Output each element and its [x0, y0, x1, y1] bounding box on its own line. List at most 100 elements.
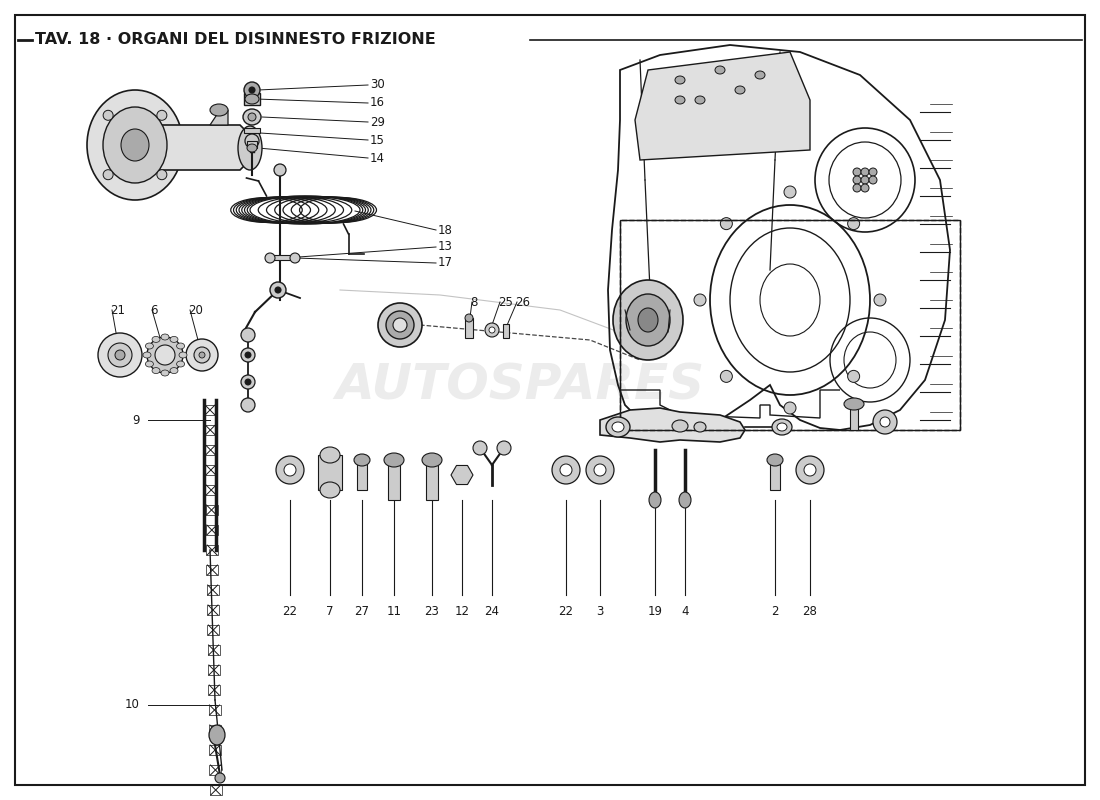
Text: 12: 12: [454, 605, 470, 618]
Ellipse shape: [672, 420, 688, 432]
Text: 30: 30: [370, 78, 385, 91]
Ellipse shape: [848, 218, 859, 230]
Bar: [207, 605, 219, 615]
Ellipse shape: [777, 423, 786, 431]
Ellipse shape: [679, 492, 691, 508]
Text: 9: 9: [132, 414, 140, 426]
Text: 3: 3: [596, 605, 604, 618]
Ellipse shape: [852, 168, 861, 176]
Ellipse shape: [152, 367, 160, 374]
Text: 5: 5: [410, 315, 417, 329]
Ellipse shape: [320, 447, 340, 463]
Text: 17: 17: [438, 257, 453, 270]
Text: 28: 28: [803, 605, 817, 618]
Ellipse shape: [490, 327, 495, 333]
Ellipse shape: [354, 454, 370, 466]
Ellipse shape: [873, 410, 896, 434]
Text: 18: 18: [438, 223, 453, 237]
Bar: [205, 465, 217, 475]
Bar: [209, 705, 220, 715]
Ellipse shape: [177, 343, 185, 349]
Ellipse shape: [87, 90, 183, 200]
Text: 14: 14: [370, 151, 385, 165]
Polygon shape: [635, 52, 810, 160]
Bar: [244, 93, 260, 105]
Polygon shape: [270, 255, 295, 260]
Text: 19: 19: [648, 605, 662, 618]
Ellipse shape: [249, 87, 255, 93]
Ellipse shape: [386, 311, 414, 339]
Ellipse shape: [848, 370, 859, 382]
Bar: [426, 460, 438, 500]
Bar: [392, 310, 408, 340]
Text: 7: 7: [327, 605, 333, 618]
Ellipse shape: [594, 464, 606, 476]
Ellipse shape: [265, 253, 275, 263]
Ellipse shape: [103, 107, 167, 183]
Ellipse shape: [784, 402, 796, 414]
Ellipse shape: [245, 352, 251, 358]
Ellipse shape: [276, 456, 304, 484]
Ellipse shape: [465, 314, 473, 322]
Ellipse shape: [874, 294, 886, 306]
Bar: [503, 324, 509, 338]
Ellipse shape: [485, 323, 499, 337]
Polygon shape: [210, 110, 228, 125]
Ellipse shape: [695, 96, 705, 104]
Ellipse shape: [214, 773, 225, 783]
Bar: [206, 505, 218, 515]
Ellipse shape: [157, 110, 167, 120]
Ellipse shape: [767, 454, 783, 466]
Ellipse shape: [186, 339, 218, 371]
Ellipse shape: [161, 370, 169, 376]
Text: 26: 26: [515, 295, 530, 309]
Ellipse shape: [861, 176, 869, 184]
Bar: [209, 745, 221, 755]
Ellipse shape: [715, 66, 725, 74]
Ellipse shape: [157, 170, 167, 180]
Text: 6: 6: [150, 303, 157, 317]
Polygon shape: [248, 141, 257, 148]
Bar: [388, 460, 400, 500]
Bar: [620, 220, 960, 430]
Bar: [209, 725, 221, 735]
Ellipse shape: [245, 134, 258, 148]
Text: 2: 2: [771, 605, 779, 618]
Ellipse shape: [121, 129, 148, 161]
Text: AUTOSPARÉS: AUTOSPARÉS: [336, 361, 705, 409]
Ellipse shape: [143, 352, 151, 358]
Ellipse shape: [735, 86, 745, 94]
Text: 27: 27: [354, 605, 370, 618]
Bar: [465, 318, 473, 338]
Ellipse shape: [804, 464, 816, 476]
Text: 11: 11: [386, 605, 402, 618]
Ellipse shape: [649, 492, 661, 508]
Text: 13: 13: [438, 241, 453, 254]
Polygon shape: [600, 408, 745, 442]
Text: 29: 29: [370, 115, 385, 129]
Ellipse shape: [720, 218, 733, 230]
Bar: [207, 585, 219, 595]
Ellipse shape: [155, 345, 175, 365]
Bar: [850, 405, 858, 430]
Ellipse shape: [852, 176, 861, 184]
Ellipse shape: [844, 398, 864, 410]
Ellipse shape: [384, 453, 404, 467]
Bar: [620, 220, 960, 430]
Text: 16: 16: [370, 97, 385, 110]
Ellipse shape: [241, 348, 255, 362]
Ellipse shape: [241, 398, 255, 412]
Ellipse shape: [284, 464, 296, 476]
Ellipse shape: [497, 441, 512, 455]
Ellipse shape: [861, 168, 869, 176]
Ellipse shape: [177, 361, 185, 367]
Ellipse shape: [675, 96, 685, 104]
Bar: [207, 565, 219, 575]
Ellipse shape: [245, 94, 258, 104]
Ellipse shape: [145, 361, 153, 367]
Ellipse shape: [880, 417, 890, 427]
Bar: [210, 785, 222, 795]
Ellipse shape: [626, 294, 670, 346]
Ellipse shape: [586, 456, 614, 484]
Ellipse shape: [473, 441, 487, 455]
